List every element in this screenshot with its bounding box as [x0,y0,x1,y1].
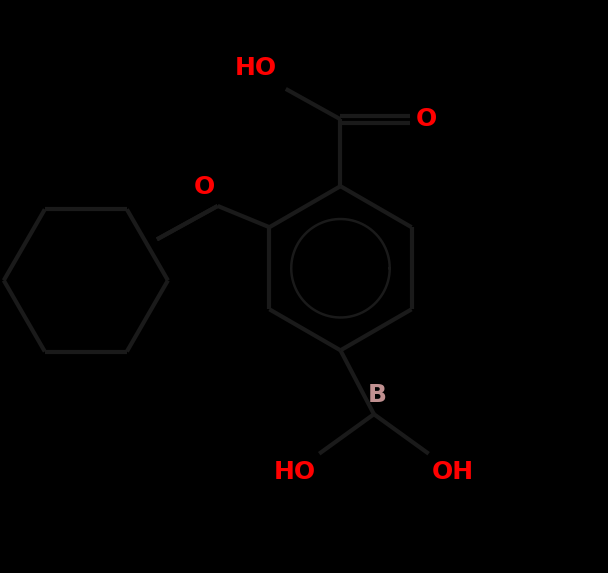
Text: O: O [415,107,437,131]
Text: OH: OH [432,460,474,484]
Text: B: B [367,383,387,407]
Text: HO: HO [274,460,316,484]
Text: HO: HO [235,56,277,80]
Text: O: O [193,175,215,199]
